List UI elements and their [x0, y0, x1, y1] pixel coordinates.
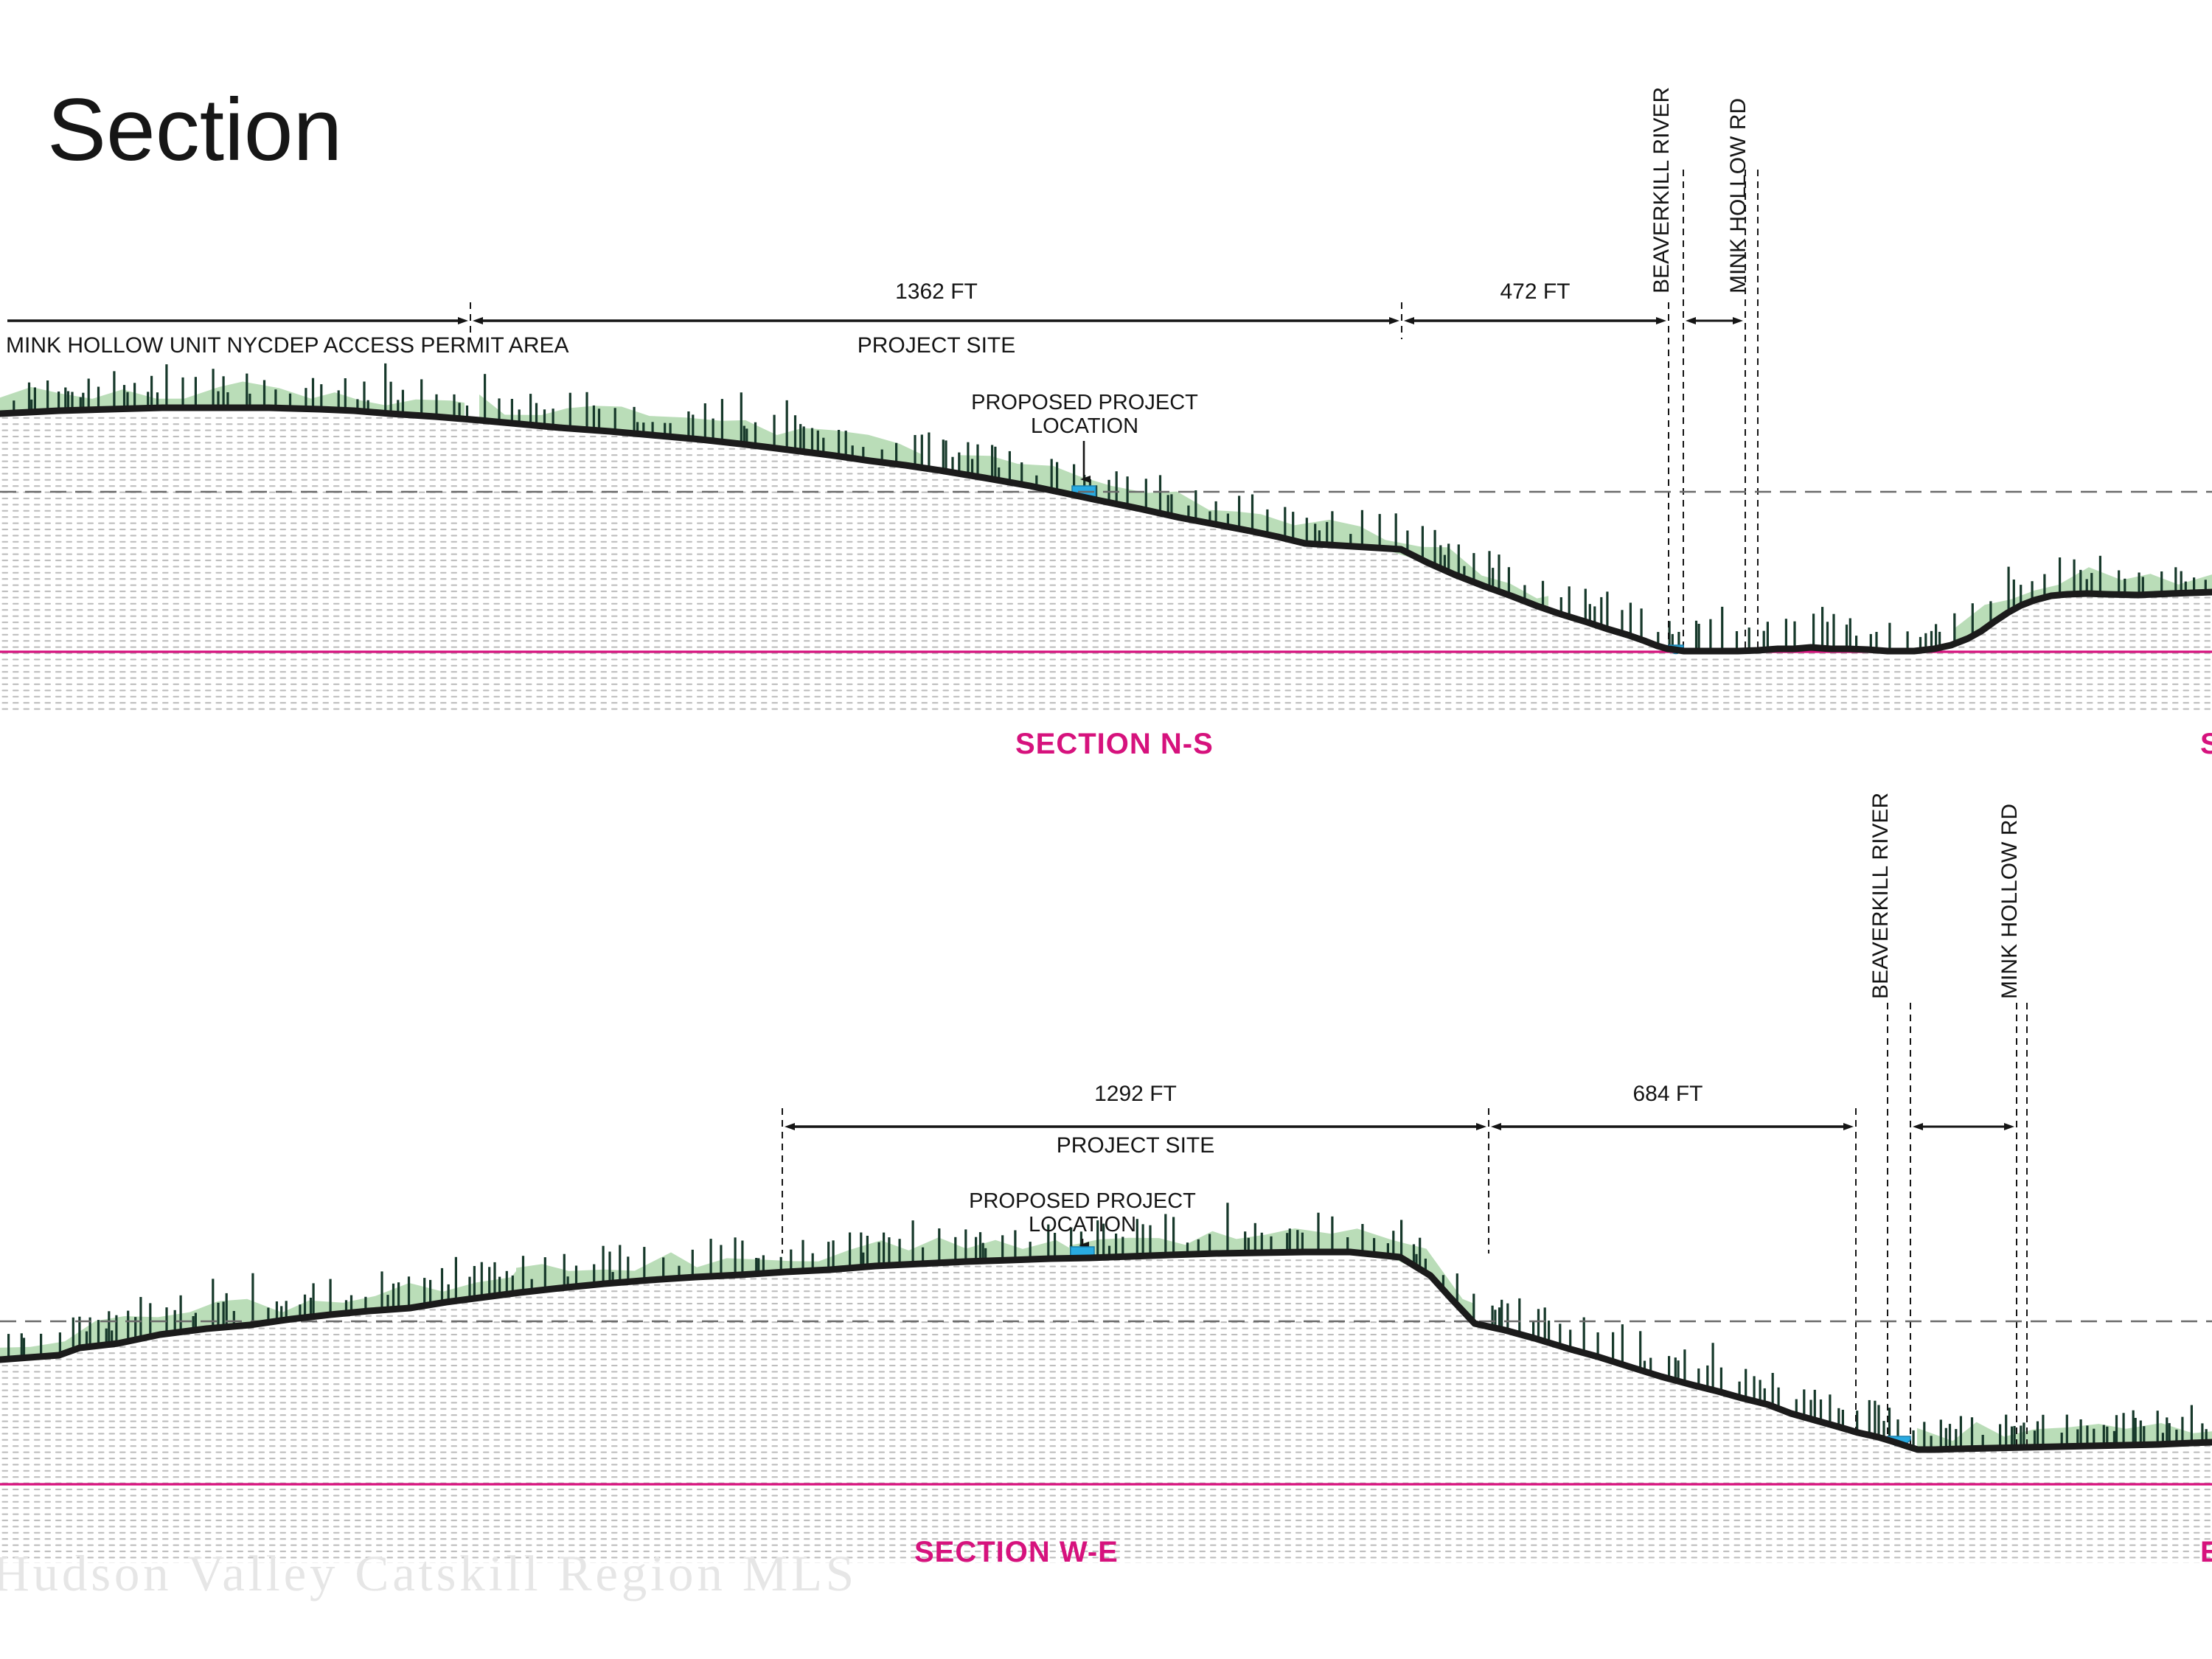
svg-text:PROPOSED PROJECT: PROPOSED PROJECT [971, 391, 1198, 414]
svg-text:MINK HOLLOW RD: MINK HOLLOW RD [1726, 98, 1750, 293]
svg-text:BEAVERKILL RIVER: BEAVERKILL RIVER [1868, 793, 1893, 999]
svg-text:MINK HOLLOW UNIT NYCDEP ACCESS: MINK HOLLOW UNIT NYCDEP ACCESS PERMIT AR… [6, 333, 569, 358]
svg-text:472 FT: 472 FT [1500, 279, 1570, 304]
svg-text:PROJECT SITE: PROJECT SITE [858, 333, 1015, 358]
svg-text:LOCATION: LOCATION [1029, 1213, 1136, 1237]
svg-text:1292 FT: 1292 FT [1094, 1082, 1177, 1106]
svg-text:PROPOSED PROJECT: PROPOSED PROJECT [969, 1189, 1196, 1213]
svg-text:E: E [2200, 1536, 2212, 1568]
svg-text:SECTION W-E: SECTION W-E [914, 1536, 1119, 1568]
svg-text:1362 FT: 1362 FT [895, 279, 978, 304]
svg-text:LOCATION: LOCATION [1031, 414, 1138, 438]
svg-text:MINK HOLLOW RD: MINK HOLLOW RD [1997, 804, 2022, 999]
svg-text:684 FT: 684 FT [1632, 1082, 1703, 1106]
svg-text:SECTION N-S: SECTION N-S [1015, 728, 1214, 760]
svg-text:S: S [2200, 728, 2212, 760]
svg-text:PROJECT SITE: PROJECT SITE [1057, 1133, 1214, 1158]
svg-text:BEAVERKILL RIVER: BEAVERKILL RIVER [1649, 87, 1674, 293]
